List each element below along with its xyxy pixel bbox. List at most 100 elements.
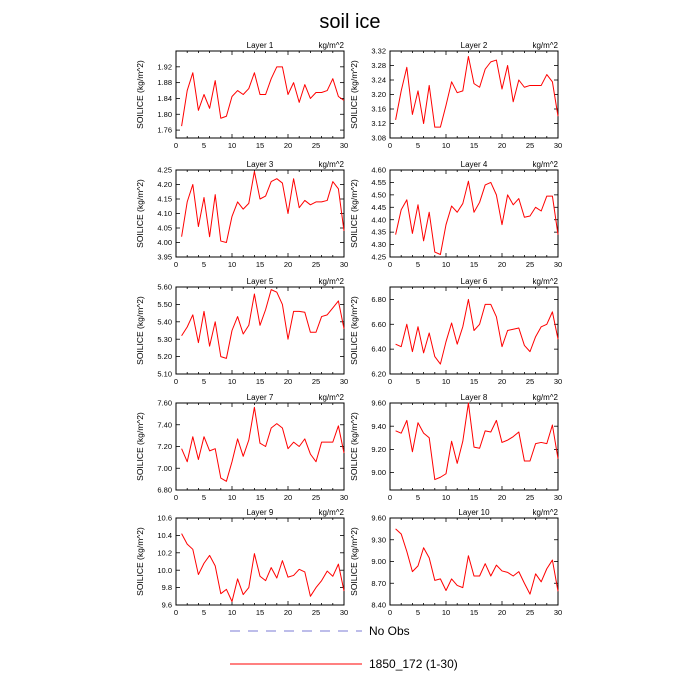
y-tick-label: 7.20 [157, 442, 172, 451]
x-tick-label: 15 [470, 493, 478, 502]
x-tick-label: 5 [416, 377, 420, 386]
y-tick-label: 6.80 [157, 486, 172, 495]
y-tick-label: 6.20 [371, 370, 386, 379]
y-axis-label: SOILICE (kg/m^2) [349, 527, 359, 596]
series-line [181, 66, 345, 127]
x-tick-label: 20 [284, 141, 292, 150]
y-tick-label: 4.05 [157, 224, 172, 233]
x-tick-label: 20 [284, 493, 292, 502]
plot-frame [175, 50, 345, 139]
x-tick-label: 0 [174, 141, 178, 150]
x-tick-label: 5 [202, 608, 206, 617]
panel-title: Layer 8 [461, 393, 488, 402]
series-line [181, 406, 345, 482]
panel-title: Layer 1 [247, 41, 274, 50]
panel-grid: Layer 1 kg/m^2 SOILICE (kg/m^2) 5 15 25 0 10 20 3… [135, 41, 562, 617]
y-tick-label: 9.8 [162, 583, 172, 592]
panel-layer-9: Layer 9 kg/m^2 SOILICE (kg/m^2) 5 15 25 0 10 20 3… [135, 508, 348, 617]
panel-layer-3: Layer 3 kg/m^2 SOILICE (kg/m^2) 5 15 25 0 10 20 3… [135, 160, 348, 269]
y-tick-label: 9.20 [371, 445, 386, 454]
x-tick-label: 10 [228, 608, 236, 617]
series-line [395, 180, 559, 256]
series-line [395, 402, 559, 481]
x-tick-label: 15 [470, 141, 478, 150]
y-tick-label: 4.20 [157, 180, 172, 189]
x-tick-label: 0 [174, 260, 178, 269]
panel-layer-5: Layer 5 kg/m^2 SOILICE (kg/m^2) 5 15 25 0 10 20 3… [135, 277, 348, 386]
y-tick-label: 4.35 [371, 228, 386, 237]
y-axis-label: SOILICE (kg/m^2) [135, 527, 145, 596]
panel-units: kg/m^2 [532, 277, 558, 286]
y-tick-label: 4.15 [157, 195, 172, 204]
x-tick-label: 30 [340, 608, 348, 617]
y-tick-label: 7.00 [157, 464, 172, 473]
y-axis-label: SOILICE (kg/m^2) [135, 296, 145, 365]
y-axis-label: SOILICE (kg/m^2) [135, 412, 145, 481]
x-tick-label: 5 [416, 493, 420, 502]
x-tick-label: 15 [256, 260, 264, 269]
panel-title: Layer 4 [461, 160, 488, 169]
x-tick-label: 15 [470, 608, 478, 617]
y-tick-label: 3.16 [371, 105, 386, 114]
y-tick-label: 9.00 [371, 557, 386, 566]
panel-units: kg/m^2 [318, 277, 344, 286]
x-tick-label: 20 [284, 260, 292, 269]
y-tick-label: 4.00 [157, 238, 172, 247]
series-line [181, 289, 345, 359]
plot-frame [389, 517, 559, 606]
x-tick-label: 15 [256, 608, 264, 617]
panel-layer-8: Layer 8 kg/m^2 SOILICE (kg/m^2) 5 15 25 0 10 20 3… [349, 393, 562, 502]
x-tick-label: 25 [526, 608, 534, 617]
x-tick-label: 30 [554, 493, 562, 502]
x-tick-label: 30 [554, 377, 562, 386]
x-tick-label: 10 [442, 493, 450, 502]
y-tick-label: 9.30 [371, 535, 386, 544]
y-tick-label: 4.50 [371, 190, 386, 199]
x-tick-label: 10 [228, 493, 236, 502]
x-tick-label: 5 [202, 260, 206, 269]
y-tick-label: 4.25 [371, 253, 386, 262]
y-tick-label: 4.40 [371, 215, 386, 224]
y-tick-label: 3.28 [371, 61, 386, 70]
x-tick-label: 20 [284, 377, 292, 386]
y-tick-label: 10.6 [157, 514, 172, 523]
series-line [395, 55, 559, 128]
x-tick-label: 10 [228, 141, 236, 150]
y-tick-label: 1.80 [157, 110, 172, 119]
x-tick-label: 15 [256, 141, 264, 150]
y-tick-label: 3.20 [371, 90, 386, 99]
y-axis-label: SOILICE (kg/m^2) [349, 412, 359, 481]
y-tick-label: 3.32 [371, 47, 386, 56]
panel-units: kg/m^2 [318, 41, 344, 50]
y-axis-label: SOILICE (kg/m^2) [349, 296, 359, 365]
series-line [181, 170, 345, 243]
x-tick-label: 25 [526, 377, 534, 386]
x-tick-label: 10 [442, 608, 450, 617]
panel-title: Layer 5 [247, 277, 274, 286]
series-line [395, 528, 559, 595]
x-tick-label: 15 [256, 493, 264, 502]
series-line [181, 533, 345, 603]
figure-title: soil ice [319, 11, 380, 33]
y-tick-label: 9.60 [371, 399, 386, 408]
y-tick-label: 1.92 [157, 62, 172, 71]
panel-title: Layer 10 [458, 508, 490, 517]
x-tick-label: 25 [312, 141, 320, 150]
y-tick-label: 4.60 [371, 166, 386, 175]
y-tick-label: 3.95 [157, 253, 172, 262]
x-tick-label: 25 [526, 141, 534, 150]
panel-units: kg/m^2 [318, 508, 344, 517]
panel-title: Layer 2 [461, 41, 488, 50]
x-tick-label: 30 [554, 141, 562, 150]
x-tick-label: 0 [174, 608, 178, 617]
x-tick-label: 15 [470, 377, 478, 386]
legend: No Obs 1850_172 (1-30) [230, 624, 458, 671]
x-tick-label: 25 [312, 260, 320, 269]
y-tick-label: 9.40 [371, 422, 386, 431]
y-tick-label: 4.55 [371, 178, 386, 187]
x-tick-label: 5 [416, 260, 420, 269]
x-tick-label: 10 [442, 260, 450, 269]
panel-units: kg/m^2 [318, 393, 344, 402]
y-tick-label: 6.80 [371, 295, 386, 304]
